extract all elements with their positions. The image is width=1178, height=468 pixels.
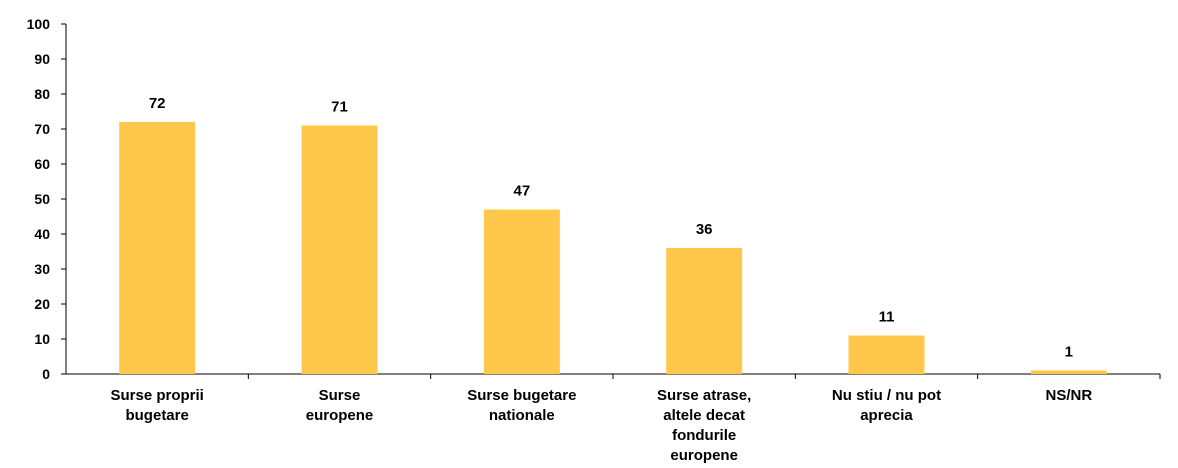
x-category-label-line: Surse [319,387,361,404]
x-category-label-line: altele decat [663,407,745,424]
x-category-label-line: NS/NR [1045,387,1092,404]
y-tick-label: 30 [34,261,50,277]
y-tick-label: 20 [34,296,50,312]
data-label: 47 [513,183,530,200]
x-category-label: Surse atrase, altele decat fondurile europe… [657,387,751,464]
x-category-label: Surse proprii bugetare [110,387,203,424]
x-category-label: Surse europene [306,387,374,424]
x-category-label-line: Nu stiu / nu pot [832,387,941,404]
bar[interactable] [301,125,378,375]
x-category-label-line: Surse atrase, [657,387,751,404]
x-category-label-line: europene [306,407,374,424]
x-category-label-line: Surse proprii [110,387,203,404]
y-tick-label: 90 [34,51,50,67]
y-tick-label: 80 [34,86,50,102]
x-category-label: Surse bugetare nationale [467,387,576,424]
x-category-label-line: Surse bugetare [467,387,576,404]
y-tick-label: 50 [34,191,50,207]
data-label: 71 [331,99,348,116]
data-label: 11 [879,309,895,326]
x-category-label: NS/NR [1045,387,1092,404]
bar[interactable] [666,248,743,374]
x-category-label-line: nationale [489,407,555,424]
x-category-label-line: fondurile [672,427,736,444]
y-tick-label: 10 [34,331,50,347]
bar[interactable] [1030,370,1107,375]
x-category-label: Nu stiu / nu pot aprecia [832,387,941,424]
data-label: 72 [149,95,166,112]
data-label: 1 [1065,344,1073,361]
y-tick-label: 100 [27,16,51,32]
bar[interactable] [119,122,196,374]
y-tick-label: 60 [34,156,50,172]
bar[interactable] [483,209,560,375]
bar[interactable] [848,335,925,375]
x-category-label-line: europene [670,447,738,464]
x-category-label-line: bugetare [125,407,188,424]
y-tick-label: 0 [42,366,50,382]
x-category-label-line: aprecia [860,407,913,424]
y-tick-label: 70 [34,121,50,137]
data-label: 36 [696,221,713,238]
y-tick-label: 40 [34,226,50,242]
